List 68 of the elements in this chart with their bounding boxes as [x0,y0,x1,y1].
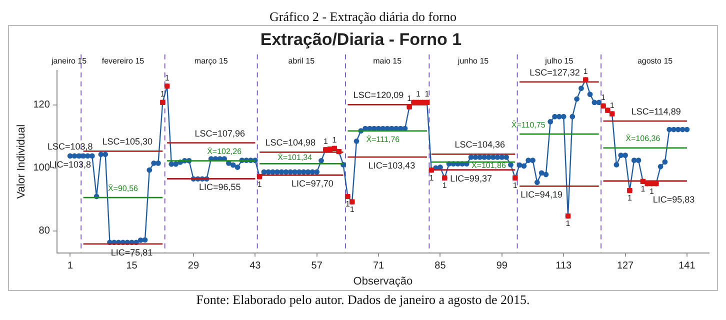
annotation: X̄=111,76 [366,134,400,144]
annotation: LSC=114,89 [631,106,681,117]
annotation: 1 [424,90,430,99]
annotation: X̄=106,36 [626,134,661,144]
annotation: 1 [345,200,350,209]
x-tick-label: 43 [250,260,262,272]
annotation: LIC=97,70 [292,178,334,189]
x-tick-label: 1 [67,260,74,272]
annotation: LSC=104,98 [265,138,316,148]
annotation: 1 [566,219,571,228]
y-axis-title: Valor Individual [16,124,28,199]
y-tick-label: 120 [33,100,50,111]
text: julho 15 [544,56,574,66]
annotation: 1 [429,173,434,182]
annotation: LIC=94,19 [520,190,562,200]
source-note: Fonte: Elaborado pelo autor. Dados de janeiro a agosto de 2015. [195,291,531,308]
annotation: 1 [332,136,338,145]
x-tick-label: 113 [556,260,572,272]
annotation: LSC=105,30 [102,136,153,147]
annotation: LIC=96,55 [199,182,241,192]
annotation: X̄=101,34 [278,152,313,162]
annotation: LIC=99,37 [450,173,492,184]
x-tick-label: 127 [616,260,634,272]
annotation: 1 [323,136,328,146]
annotation: LSC=127,32 [530,67,580,78]
annotation: LIC=75,81 [110,247,153,258]
annotation: X̄=90,56 [108,184,139,193]
y-tick-label: 80 [38,226,50,237]
annotation: LSC=120,09 [353,90,404,100]
annotation: 1 [160,90,166,99]
y-tick-label: 100 [33,162,50,174]
annotation: 1 [164,73,170,82]
text: fevereiro 15 [102,56,145,66]
annotation: LIC=103,43 [368,160,416,171]
x-axis-title: Observação [353,275,413,288]
annotation: 1 [583,67,588,76]
x-tick-label: 29 [188,260,200,272]
x-tick-label: 71 [372,260,385,272]
annotation: LSC=107,96 [194,128,246,138]
annotation: 1 [442,181,448,190]
x-tick-label: 99 [496,260,508,272]
annotation: 1 [649,186,654,196]
x-tick-label: 15 [126,260,138,272]
annotation: 1 [416,90,421,99]
annotation: 1 [627,194,632,203]
annotation: 1 [257,180,262,189]
annotation: X̄=110,75 [511,120,546,130]
x-tick-label: 141 [678,260,696,272]
annotation: 1 [610,101,615,110]
annotation: X̄=101,86 [471,160,506,170]
text: Gráfico 2 - Extração diária do forno [268,8,458,25]
annotation: 1 [601,93,606,102]
annotation: 1 [350,205,355,214]
annotation: LIC=95,83 [652,194,695,204]
text: janeiro 15 [50,56,88,66]
text: maio 15 [373,56,402,66]
text: junho 15 [456,56,490,66]
annotation: X̄=102,26 [207,146,242,156]
text: abril 15 [288,56,316,66]
text: agosto 15 [637,56,674,66]
chart-title: Extração/Diaria - Forno 1 [260,30,462,49]
x-tick-label: 85 [434,260,446,272]
annotation: 1 [407,94,412,104]
x-tick-label: 57 [311,260,323,272]
annotation: 1 [512,181,518,190]
annotation: 1 [640,184,646,194]
annotation: LSC=104,36 [454,140,506,150]
text: março 15 [194,56,228,66]
